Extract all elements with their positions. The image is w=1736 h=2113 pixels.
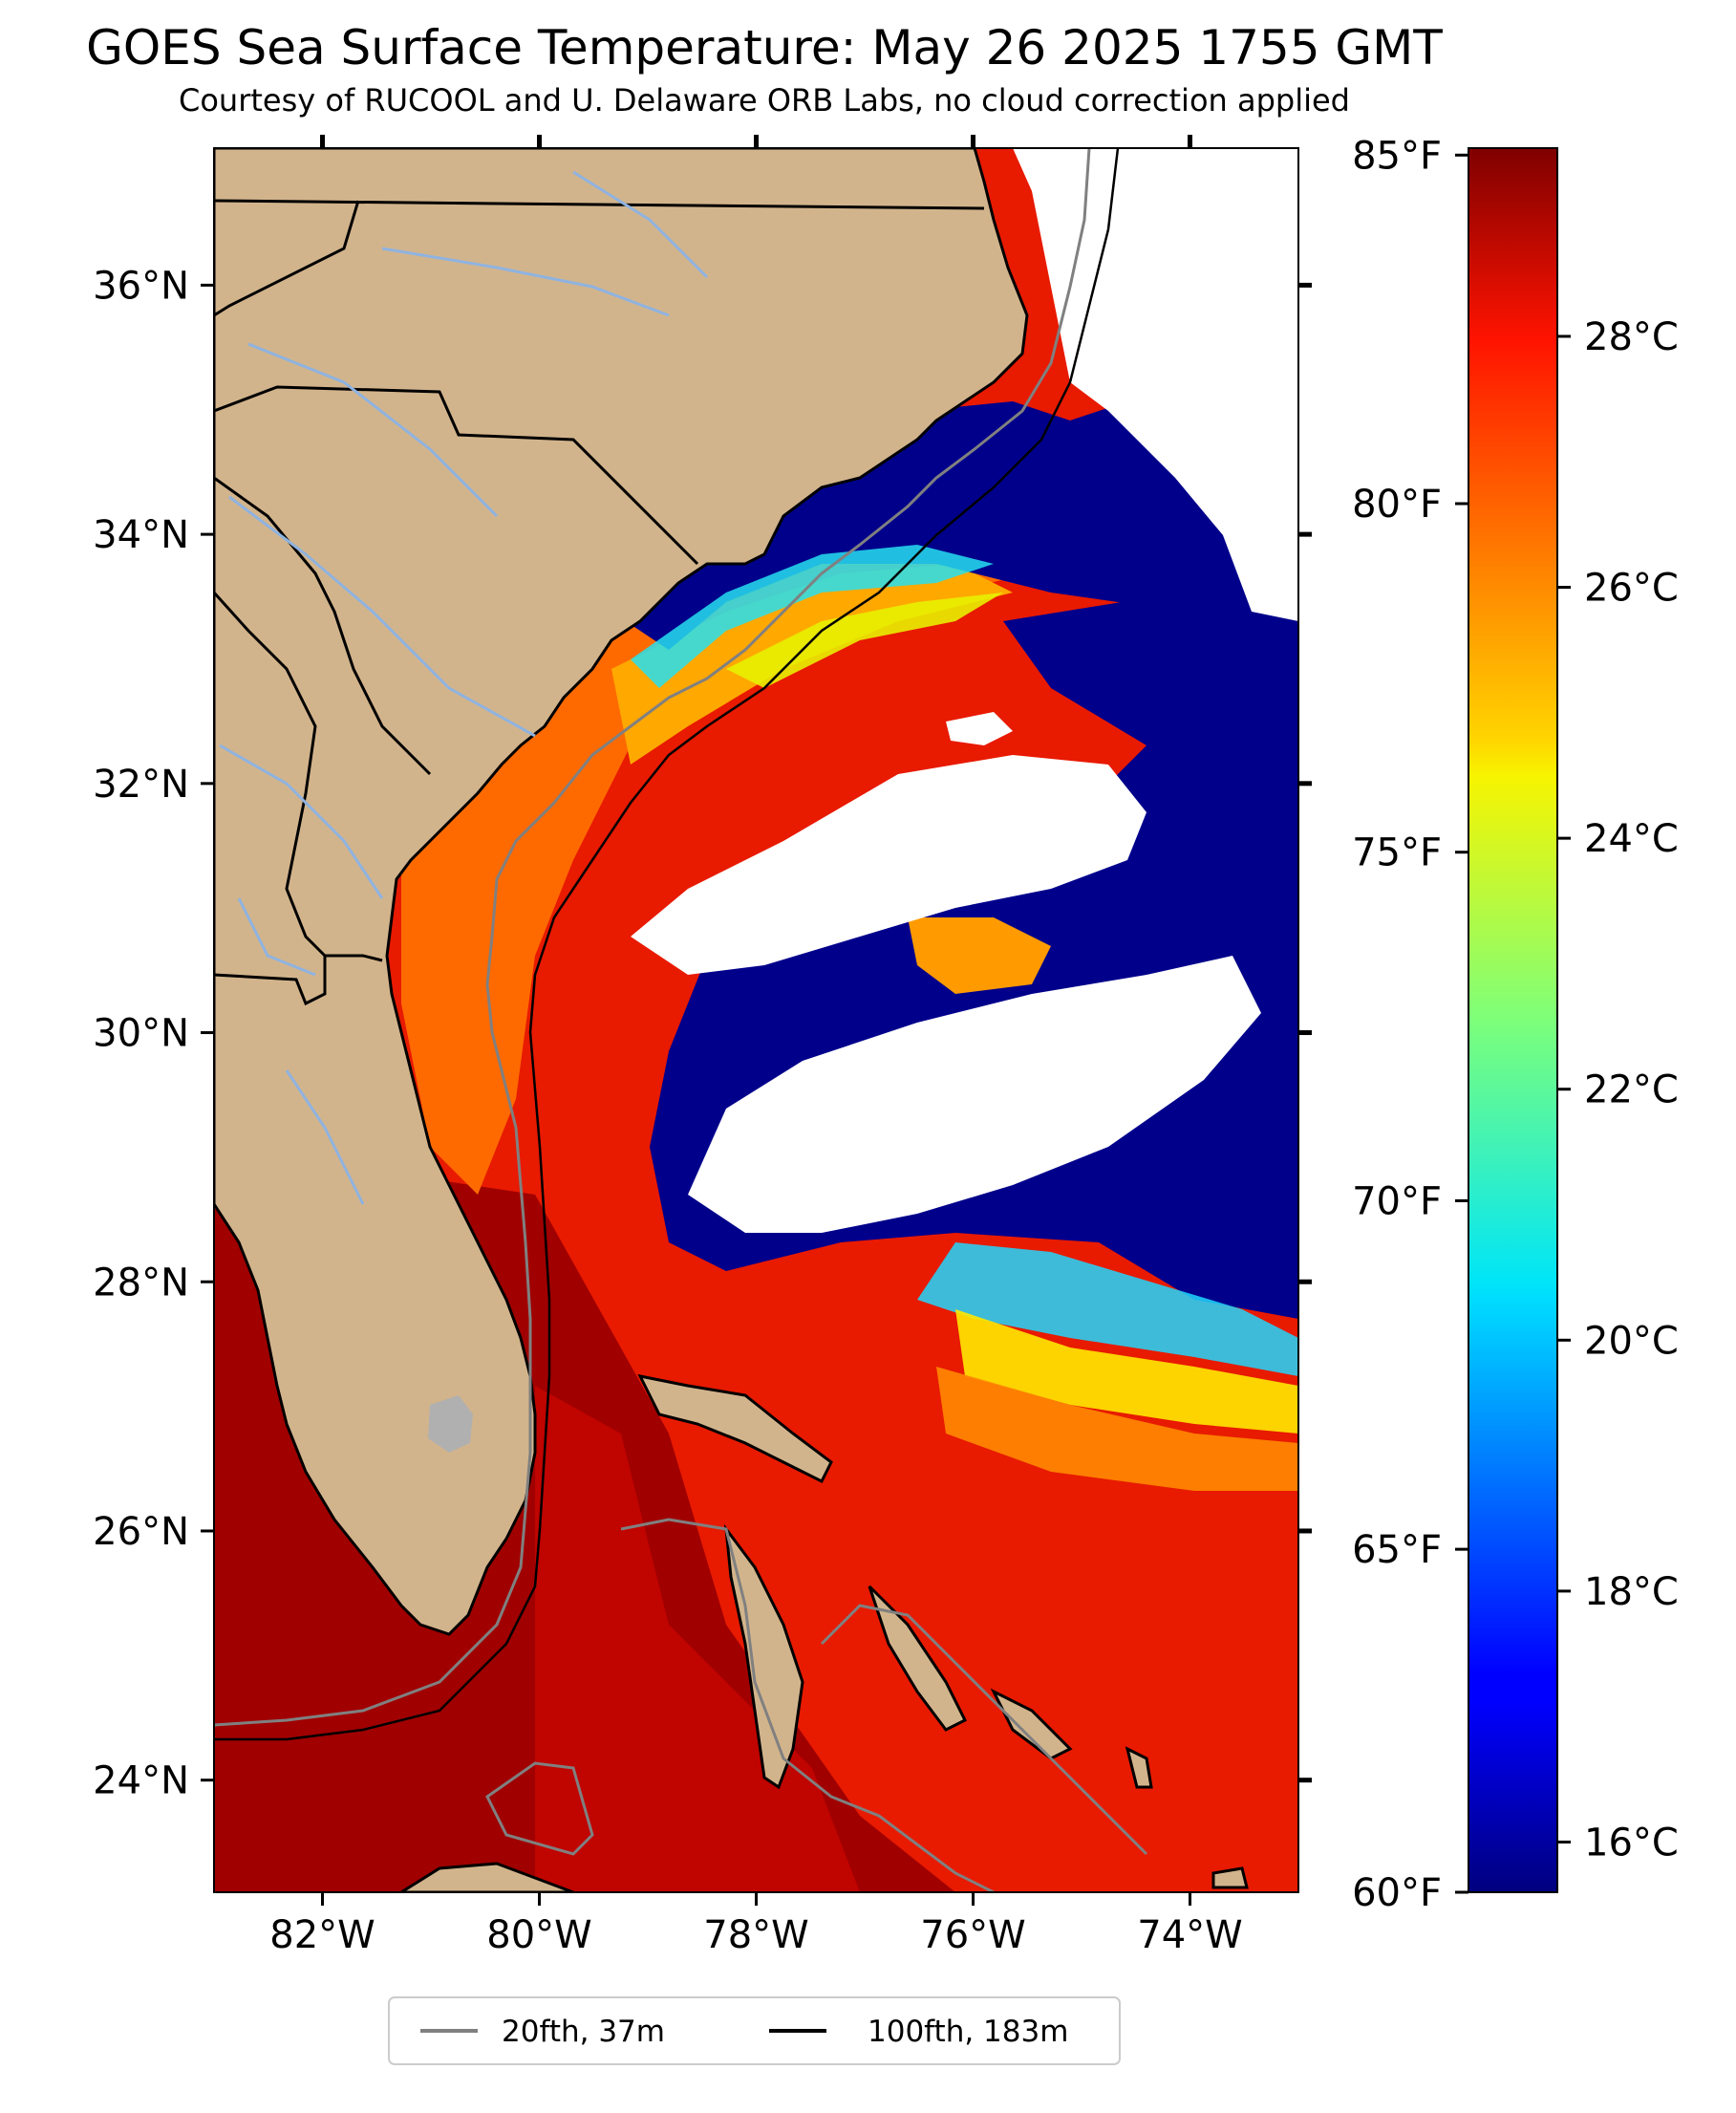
celsius-tick-label: 16°C [1584,1821,1679,1865]
isobath-cuba [485,1761,594,1856]
state-border-ga-al [214,591,327,958]
isobath-bahamas-bank-east [820,1604,1148,1856]
lat-tick-label: 34°N [93,513,189,557]
celsius-tick-label: 24°C [1584,817,1679,861]
southern-front-orange [936,1367,1298,1491]
lon-tick-label: 82°W [269,1913,375,1957]
lat-tick-label: 30°N [93,1012,189,1056]
state-border-ga-fl [214,954,383,1006]
isobath-legend: 20fth, 37m 100fth, 183m [388,1996,1121,2065]
legend-label-100fth: 100fth, 183m [868,2015,1068,2049]
fahrenheit-tick-label: 65°F [1352,1528,1442,1572]
state-border-va-nc [214,199,985,210]
rivers [219,170,709,1205]
lon-tick-label: 76°W [920,1913,1025,1957]
southern-front-cyan [917,1242,1298,1376]
lat-tick-label: 26°N [93,1510,189,1554]
bahamas-islands [637,1373,1249,1889]
colorbar-celsius-axis: 16°C 18°C 20°C 22°C 24°C 26°C 28°C [1557,315,1679,1865]
colorbar-gradient [1468,147,1558,1893]
front-yellow [726,593,1003,688]
legend-label-20fth: 20fth, 37m [502,2015,665,2049]
map-area [214,148,1298,1892]
celsius-tick-label: 20°C [1584,1319,1679,1363]
lon-tick-label: 80°W [486,1913,591,1957]
fahrenheit-tick-label: 60°F [1352,1871,1442,1915]
colorbar-fahrenheit-axis: 60°F 65°F 70°F 75°F 80°F 85°F [1352,134,1468,1915]
legend-frame [388,1996,1121,2065]
lat-tick-label: 32°N [93,763,189,807]
state-border-nc-sc [214,385,699,566]
us-mainland [214,148,1029,1636]
fahrenheit-tick-label: 85°F [1352,134,1442,178]
celsius-tick-label: 18°C [1584,1570,1679,1614]
lat-tick-label: 36°N [93,264,189,308]
cloud-region-large [631,755,1147,975]
isobath-100fth [214,148,1120,1741]
state-border-ga-sc-river [214,476,432,776]
fahrenheit-tick-label: 75°F [1352,831,1442,875]
front-cyan [631,545,994,688]
southern-front-yellow [955,1309,1298,1434]
cloud-region-south [688,956,1261,1233]
celsius-tick-label: 28°C [1584,315,1679,359]
lat-tick-label: 28°N [93,1261,189,1304]
lat-tick-label: 24°N [93,1759,189,1803]
latitude-axis: 36°N 34°N 32°N 30°N 28°N 26°N 24°N [93,264,1312,1803]
lon-tick-label: 78°W [703,1913,808,1957]
cuba-coast [398,1862,574,1892]
isobath-20fth [214,148,1091,1727]
celsius-tick-label: 22°C [1584,1068,1679,1112]
cloud-patch [946,712,1013,745]
central-warm-eddy [908,917,1051,994]
fahrenheit-tick-label: 80°F [1352,483,1442,527]
isobath-bahamas-bank [620,1518,995,1892]
cloud-region-northeast [1013,148,1298,621]
lake-okeechobee [428,1395,473,1453]
chart-subtitle: Courtesy of RUCOOL and U. Delaware ORB L… [179,82,1350,119]
longitude-axis: 82°W 80°W 78°W 76°W 74°W [269,135,1243,1957]
celsius-tick-label: 26°C [1584,567,1679,611]
lon-tick-label: 74°W [1137,1913,1242,1957]
chart-title: GOES Sea Surface Temperature: May 26 202… [86,20,1443,75]
state-border-sc-ga [214,200,360,317]
fahrenheit-tick-label: 70°F [1352,1179,1442,1223]
